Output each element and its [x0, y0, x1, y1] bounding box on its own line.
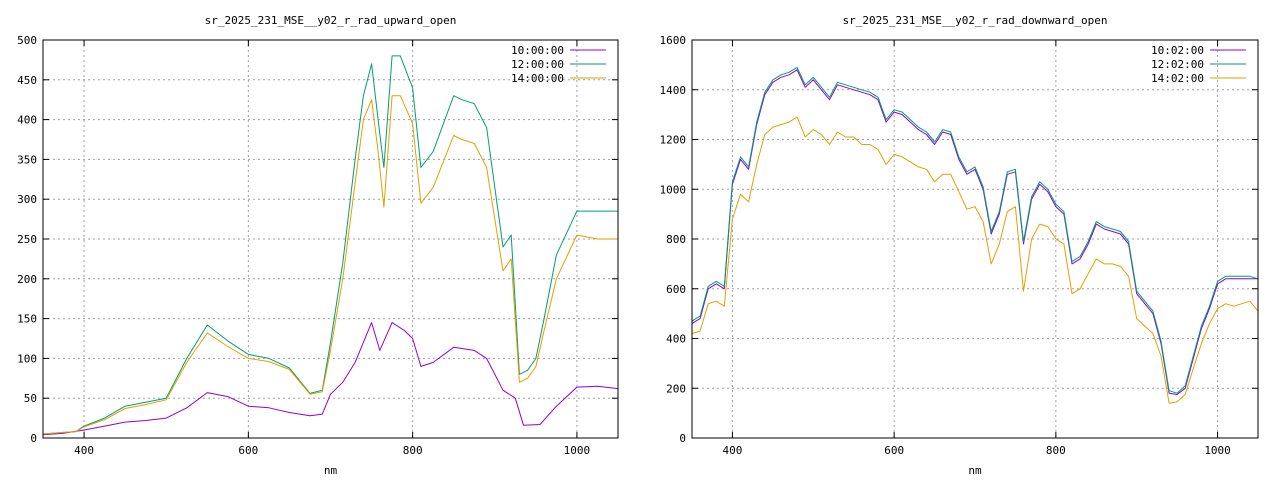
chart-2: sr_2025_231_MSE__y02_r_rad_downward_open…	[660, 14, 1259, 477]
y-tick-label: 350	[17, 153, 37, 166]
y-tick-label: 100	[17, 352, 37, 365]
y-tick-label: 600	[666, 283, 686, 296]
y-tick-label: 300	[17, 193, 37, 206]
plot-frame	[42, 39, 619, 439]
legend-label: 10:02:00	[1151, 44, 1204, 57]
x-tick-label: 800	[1046, 444, 1066, 457]
y-tick-label: 150	[17, 313, 37, 326]
y-tick-label: 250	[17, 233, 37, 246]
series-line-1	[691, 69, 1258, 395]
series-line-3	[42, 95, 618, 435]
legend-label: 14:02:00	[1151, 72, 1204, 85]
y-tick-label: 1000	[660, 183, 687, 196]
y-tick-label: 200	[666, 382, 686, 395]
x-axis-label: nm	[324, 464, 338, 477]
y-tick-label: 1400	[660, 84, 687, 97]
chart-1: sr_2025_231_MSE__y02_r_rad_upward_open 0 5…	[17, 14, 619, 477]
x-tick-label: 400	[74, 444, 94, 457]
legend-label: 12:00:00	[511, 58, 564, 71]
y-tick-label: 0	[679, 432, 686, 445]
x-tick-label: 400	[722, 444, 742, 457]
y-tick-label: 0	[30, 432, 37, 445]
y-tick-label: 1600	[660, 34, 687, 47]
x-tick-label: 600	[238, 444, 258, 457]
legend-label: 12:02:00	[1151, 58, 1204, 71]
x-tick-label: 1000	[564, 444, 591, 457]
series-line-2	[691, 66, 1259, 394]
y-tick-label: 800	[666, 233, 686, 246]
y-tick-label: 400	[17, 114, 37, 127]
x-axis-label: nm	[968, 464, 982, 477]
y-tick-label: 1200	[660, 134, 687, 147]
x-tick-label: 800	[403, 444, 423, 457]
series-line-3	[691, 116, 1259, 404]
chart-title: sr_2025_231_MSE__y02_r_rad_upward_open	[205, 14, 457, 27]
series-line-1	[42, 322, 619, 436]
series-line-2	[42, 55, 618, 435]
legend-label: 14:00:00	[511, 72, 564, 85]
y-tick-label: 500	[17, 34, 37, 47]
x-tick-label: 1000	[1204, 444, 1231, 457]
y-tick-label: 450	[17, 74, 37, 87]
y-tick-label: 50	[24, 392, 37, 405]
y-tick-label: 400	[666, 333, 686, 346]
chart-title: sr_2025_231_MSE__y02_r_rad_downward_open	[843, 14, 1108, 27]
legend-label: 10:00:00	[511, 44, 564, 57]
y-tick-label: 200	[17, 273, 37, 286]
x-tick-label: 600	[884, 444, 904, 457]
plot-frame	[691, 39, 1259, 439]
